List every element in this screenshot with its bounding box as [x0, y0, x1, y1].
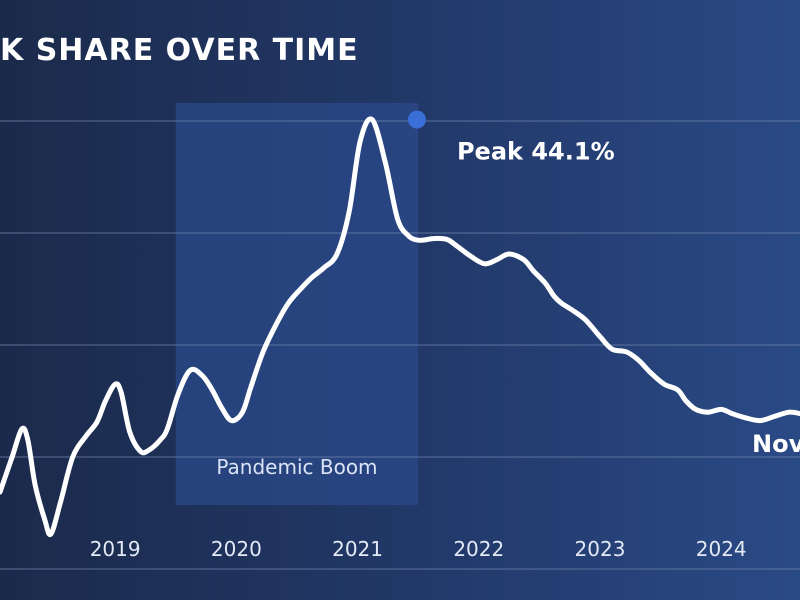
shaded-region-label: Pandemic Boom: [216, 455, 377, 479]
x-tick-label: 2021: [332, 537, 383, 561]
series-line: [0, 116, 800, 538]
series-layer: [0, 116, 800, 538]
peak-label: Peak 44.1%: [457, 138, 615, 166]
x-tick-label: 2020: [211, 537, 262, 561]
x-tick-label: 2023: [575, 537, 626, 561]
shaded-region: [175, 103, 419, 505]
x-tick-label: 2022: [453, 537, 504, 561]
current-label: Nov: [752, 430, 800, 458]
x-tick-label: 2024: [696, 537, 747, 561]
chart-title: K SHARE OVER TIME: [0, 33, 359, 68]
x-tick-label: 2019: [90, 537, 141, 561]
annotation-layer: Peak 44.1% Nov: [407, 110, 800, 458]
shaded-region-layer: Pandemic Boom: [175, 103, 419, 505]
x-tick-layer: 2019202020212022202320242025: [90, 537, 747, 561]
peak-marker: [407, 110, 426, 129]
gridlines-layer: [0, 120, 800, 570]
